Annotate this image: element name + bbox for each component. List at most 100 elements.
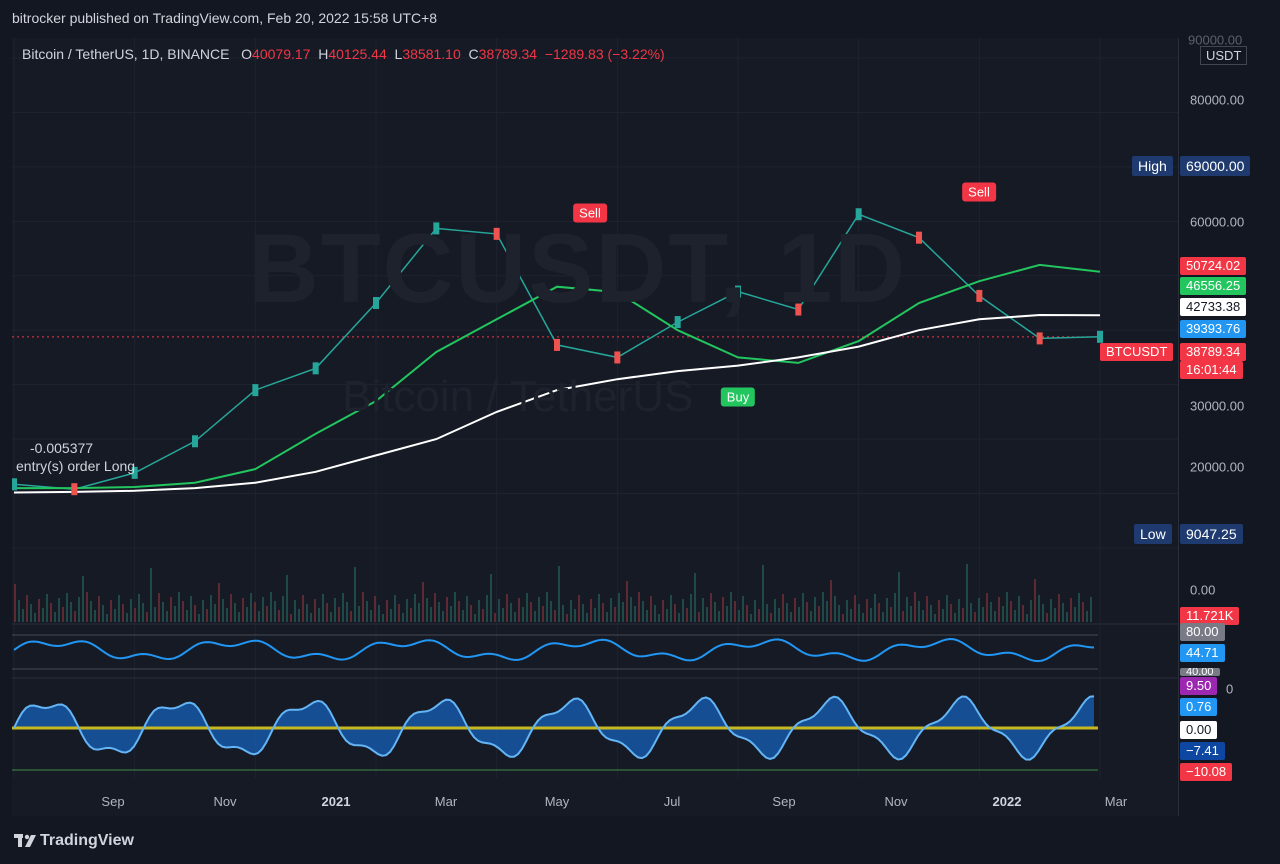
volume-bar-207 (842, 614, 844, 622)
volume-bar-246 (998, 597, 1000, 622)
volume-bar-232 (942, 609, 944, 622)
entry-value: -0.005377 (30, 440, 94, 456)
volume-bar-238 (966, 564, 968, 622)
volume-bar-77 (322, 594, 324, 622)
volume-bar-226 (918, 601, 920, 622)
volume-bar-205 (834, 596, 836, 622)
price-candle-17 (1036, 332, 1043, 345)
price-label-20000: 20000.00 (1190, 459, 1245, 475)
volume-bar-210 (854, 595, 856, 622)
sell-signal-2[interactable]: Sell (962, 182, 996, 202)
time-axis[interactable]: Sep Nov 2021 Mar May Jul Sep Nov 2022 Ma… (12, 784, 1178, 816)
volume-bar-117 (482, 609, 484, 622)
volume-bar-157 (642, 601, 644, 622)
volume-bar-135 (554, 610, 556, 622)
volume-bar-5 (34, 613, 36, 622)
volume-bar-100 (414, 594, 416, 622)
volume-bar-239 (970, 603, 972, 622)
volume-bar-72 (302, 595, 304, 622)
volume-bar-57 (242, 598, 244, 622)
volume-bar-129 (530, 602, 532, 622)
volume-bar-8 (46, 594, 48, 622)
legend-close: 38789.34 (478, 46, 538, 62)
volume-bar-130 (534, 611, 536, 622)
chart-area[interactable] (11, 38, 1178, 816)
volume-bar-128 (526, 593, 528, 622)
volume-bar-115 (474, 614, 476, 622)
volume-bar-126 (518, 598, 520, 622)
volume-bar-19 (90, 601, 92, 622)
volume-bar-45 (194, 605, 196, 622)
price-candle-5 (312, 362, 319, 375)
volume-bar-102 (422, 582, 424, 622)
volume-bar-151 (618, 593, 620, 622)
price-candle-2 (131, 466, 138, 479)
volume-bar-235 (954, 613, 956, 622)
volume-bar-251 (1018, 596, 1020, 622)
tradingview-brand[interactable]: TradingView (40, 832, 134, 849)
volume-bar-176 (718, 611, 720, 622)
volume-bar-86 (358, 606, 360, 622)
price-candle-11 (674, 316, 681, 329)
volume-bar-215 (874, 594, 876, 622)
buy-signal[interactable]: Buy (720, 387, 756, 407)
volume-bar-144 (590, 599, 592, 622)
publisher-text: bitrocker published on TradingView.com, … (12, 10, 438, 26)
rsi-line (13, 637, 1095, 663)
volume-bar-94 (390, 609, 392, 622)
volume-bar-121 (498, 599, 500, 622)
volume-bar-58 (246, 607, 248, 622)
volume-bar-22 (102, 605, 104, 622)
volume-bar-229 (930, 605, 932, 622)
volume-bar-66 (278, 610, 280, 622)
volume-bar-60 (254, 602, 256, 622)
volume-bar-174 (710, 593, 712, 622)
volume-bar-46 (198, 614, 200, 622)
volume-bar-228 (926, 596, 928, 622)
volume-bar-69 (290, 614, 292, 622)
volume-bar-254 (1030, 600, 1032, 622)
volume-bar-153 (626, 581, 628, 622)
volume-bar-213 (866, 599, 868, 622)
volume-bar-154 (630, 597, 632, 622)
volume-bar-264 (1070, 598, 1072, 622)
volume-bar-156 (638, 592, 640, 622)
volume-bar-159 (650, 596, 652, 622)
volume-bar-95 (394, 595, 396, 622)
volume-bar-36 (158, 593, 160, 622)
price-candle-12 (735, 285, 741, 298)
volume-bar-196 (798, 607, 800, 622)
volume-bar-75 (314, 599, 316, 622)
price-candle-13 (795, 303, 802, 316)
symbol-legend[interactable]: Bitcoin / TetherUS, 1D, BINANCE O40079.1… (22, 46, 665, 62)
volume-bar-204 (830, 580, 832, 622)
price-candle-16 (976, 289, 983, 302)
legend-low-label: L (394, 46, 403, 62)
volume-label-zero: 0.00 (1190, 582, 1216, 598)
volume-bar-9 (50, 603, 52, 622)
volume-bar-137 (562, 605, 564, 622)
volume-bar-114 (470, 605, 472, 622)
baseline-ma-line (13, 313, 1101, 494)
volume-bar-40 (174, 606, 176, 622)
volume-bar-120 (494, 613, 496, 622)
legend-open-label: O (241, 46, 253, 62)
chart-canvas[interactable] (11, 38, 1178, 816)
volume-bar-186 (758, 609, 760, 622)
volume-bar-233 (946, 595, 948, 622)
currency-selector[interactable]: USDT (1200, 46, 1248, 65)
sell-signal-1[interactable]: Sell (573, 203, 607, 223)
volume-bar-257 (1042, 604, 1044, 622)
volume-bar-165 (674, 604, 676, 622)
volume-bar-42 (182, 601, 184, 622)
volume-bar-183 (746, 605, 748, 622)
volume-bar-164 (670, 595, 672, 622)
volume-bar-12 (62, 607, 64, 622)
volume-bar-27 (122, 604, 124, 622)
volume-bar-189 (770, 613, 772, 622)
volume-bar-259 (1050, 599, 1052, 622)
volume-bar-93 (386, 600, 388, 622)
volume-bar-236 (958, 599, 960, 622)
legend-change: −1289.83 (−3.22%) (544, 46, 665, 62)
volume-bar-201 (818, 606, 820, 622)
